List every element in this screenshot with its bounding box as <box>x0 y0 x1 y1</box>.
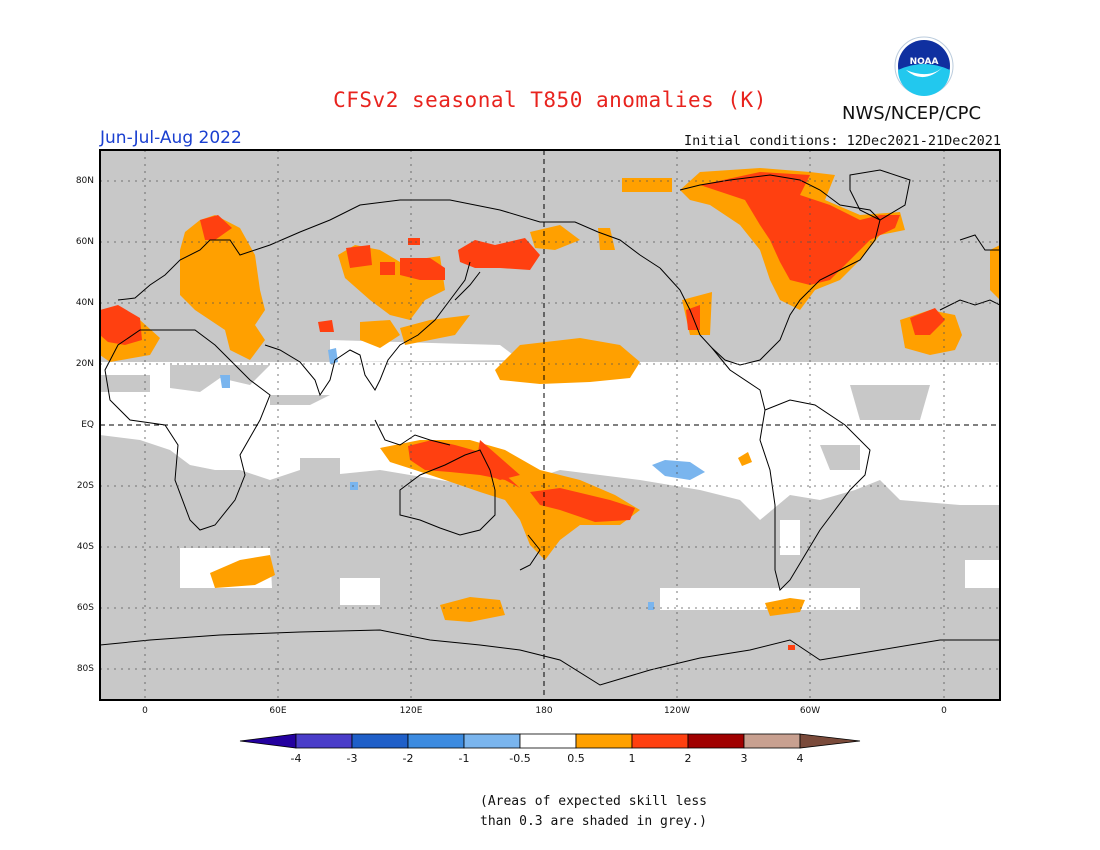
colorbar-label: 4 <box>796 752 804 765</box>
lat-label: EQ <box>81 420 94 430</box>
lat-label: 80S <box>76 664 94 674</box>
colorbar-label: -3 <box>346 752 358 765</box>
colorbar-label: 2 <box>684 752 692 765</box>
colorbar-max-arrow <box>799 733 861 749</box>
lon-label: 0 <box>142 706 148 716</box>
logo-text: NOAA <box>910 57 939 67</box>
grid-lines <box>100 150 1000 700</box>
neutral-regions <box>100 340 1000 610</box>
lat-label: 80N <box>75 176 94 186</box>
colorbar <box>239 733 861 749</box>
colorbar-label: -4 <box>290 752 302 765</box>
lon-label: 0 <box>941 706 947 716</box>
skill-note: (Areas of expected skill less than 0.3 a… <box>420 792 780 832</box>
noaa-logo: NOAA <box>894 36 954 96</box>
reference-lines <box>100 150 1000 700</box>
skill-note-line: (Areas of expected skill less <box>480 794 707 809</box>
colorbar-min-arrow <box>239 733 297 749</box>
colorbar-label: 0.5 <box>567 752 585 765</box>
season-label: Jun-Jul-Aug 2022 <box>100 128 242 148</box>
lon-label: 120E <box>399 706 423 716</box>
lat-label: 60N <box>75 237 94 247</box>
lat-label: 40N <box>75 298 94 308</box>
colorbar-label: -1 <box>458 752 470 765</box>
cool-anomaly <box>220 348 705 610</box>
lon-label: 180 <box>535 706 553 716</box>
colorbar-label: -2 <box>402 752 414 765</box>
colorbar-label: 3 <box>740 752 748 765</box>
agency-label: NWS/NCEP/CPC <box>842 103 982 124</box>
lat-label: 20S <box>76 481 94 491</box>
lon-label: 60W <box>799 706 821 716</box>
initial-conditions: Initial conditions: 12Dec2021-21Dec2021 <box>684 133 1001 149</box>
colorbar-label: 1 <box>628 752 636 765</box>
lat-label: 20N <box>75 359 94 369</box>
chart-title: CFSv2 seasonal T850 anomalies (K) <box>333 88 767 112</box>
skill-note-line: than 0.3 are shaded in grey.) <box>480 814 707 829</box>
colorbar-label: -0.5 <box>509 752 531 765</box>
lat-label: 60S <box>76 603 94 613</box>
map-frame <box>99 149 1001 701</box>
lon-label: 120W <box>663 706 691 716</box>
coastlines <box>100 169 1000 686</box>
lat-label: 40S <box>76 542 94 552</box>
lon-label: 60E <box>269 706 287 716</box>
map-field <box>100 150 1000 700</box>
